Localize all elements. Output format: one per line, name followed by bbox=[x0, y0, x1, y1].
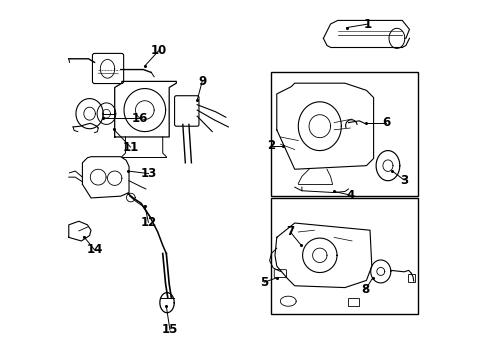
Text: 9: 9 bbox=[198, 75, 206, 88]
Text: 1: 1 bbox=[364, 18, 371, 31]
Text: 5: 5 bbox=[260, 276, 268, 289]
Bar bbox=[271, 198, 418, 315]
Text: 11: 11 bbox=[122, 140, 138, 153]
Text: 4: 4 bbox=[346, 189, 354, 202]
Text: 7: 7 bbox=[286, 225, 294, 238]
Text: 16: 16 bbox=[131, 112, 148, 125]
Text: 3: 3 bbox=[399, 174, 407, 186]
Text: 14: 14 bbox=[86, 243, 102, 256]
Text: 6: 6 bbox=[381, 116, 389, 129]
Bar bbox=[407, 274, 414, 282]
Bar bbox=[271, 72, 418, 196]
Text: 10: 10 bbox=[151, 44, 167, 57]
Text: 12: 12 bbox=[140, 216, 156, 229]
Text: 15: 15 bbox=[162, 323, 178, 336]
Text: 2: 2 bbox=[267, 139, 275, 152]
Text: 13: 13 bbox=[140, 167, 156, 180]
Text: 8: 8 bbox=[361, 283, 369, 296]
Bar bbox=[348, 298, 358, 306]
